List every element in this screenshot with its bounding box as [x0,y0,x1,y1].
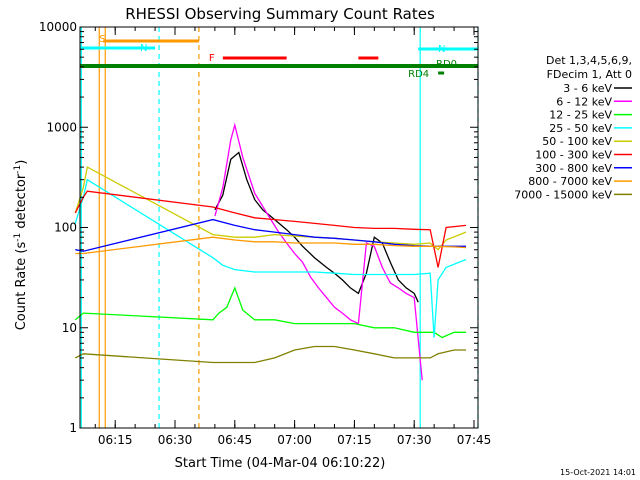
flag-label-1: N [140,43,147,54]
x-tick-label-5: 07:30 [397,433,432,447]
chart-title: RHESSI Observing Summary Count Rates [125,5,435,23]
legend: Det 1,3,4,5,6,9, FDecim 1, Att 0 3 - 6 k… [514,54,632,201]
y-axis-label-sup-2: -1 [13,165,23,174]
legend-label-2: 12 - 25 keV [549,109,612,122]
flag-label-2: F [209,53,215,64]
series-line-3 [74,178,467,338]
series-line-5 [74,190,467,268]
x-tick-label-4: 07:15 [337,433,372,447]
flag-label-5: N [438,44,445,55]
legend-label-1: 6 - 12 keV [556,95,612,108]
legend-label-0: 3 - 6 keV [563,82,612,95]
series-line-8 [75,345,466,364]
y-tick-label-2: 100 [54,221,77,235]
flag-label-0: S [99,34,105,45]
legend-label-6: 300 - 800 keV [535,162,612,175]
axes-layer: 1 10 100 1000 10000 06:15 06:30 06:45 07:00 07:15… [39,20,491,447]
flag-label-4: RD0 [436,59,457,70]
series-line-0 [214,151,419,303]
series-line-1 [214,122,423,381]
y-axis-label-part-1: Count Rate (s [14,242,29,331]
legend-label-8: 7000 - 15000 keV [514,188,612,201]
legend-label-7: 800 - 7000 keV [528,175,612,188]
y-axis-label-sup-1: -1 [13,233,23,242]
legend-label-5: 100 - 300 keV [535,149,612,162]
y-axis-label-part-3: ) [14,160,29,165]
legend-label-4: 50 - 100 keV [542,135,612,148]
flag-label-6: RD4 [408,69,429,80]
x-tick-label-0: 06:15 [98,433,133,447]
x-axis-label: Start Time (04-Mar-04 06:10:22) [175,456,386,471]
footer-timestamp: 15-Oct-2021 14:01 [560,468,636,477]
x-tick-label-2: 06:45 [218,433,253,447]
y-tick-label-0: 1 [69,421,77,435]
series-line-7 [75,236,467,255]
y-axis-label-part-2: detector [14,173,29,233]
x-tick-label-6: 07:45 [457,433,492,447]
legend-label-3: 25 - 50 keV [549,122,612,135]
legend-header-1: Det 1,3,4,5,6,9, [546,54,632,67]
y-tick-label-3: 1000 [46,120,77,134]
data-layer: S N F RD0 N RD4 [74,27,479,428]
series-line-2 [74,286,466,339]
x-tick-label-3: 07:00 [277,433,312,447]
y-tick-label-1: 10 [62,321,77,335]
legend-header-2: FDecim 1, Att 0 [547,68,632,81]
y-tick-label-4: 10000 [39,20,77,34]
x-tick-label-1: 06:30 [158,433,193,447]
y-axis-label: Count Rate (s-1 detector-1) [13,160,29,331]
